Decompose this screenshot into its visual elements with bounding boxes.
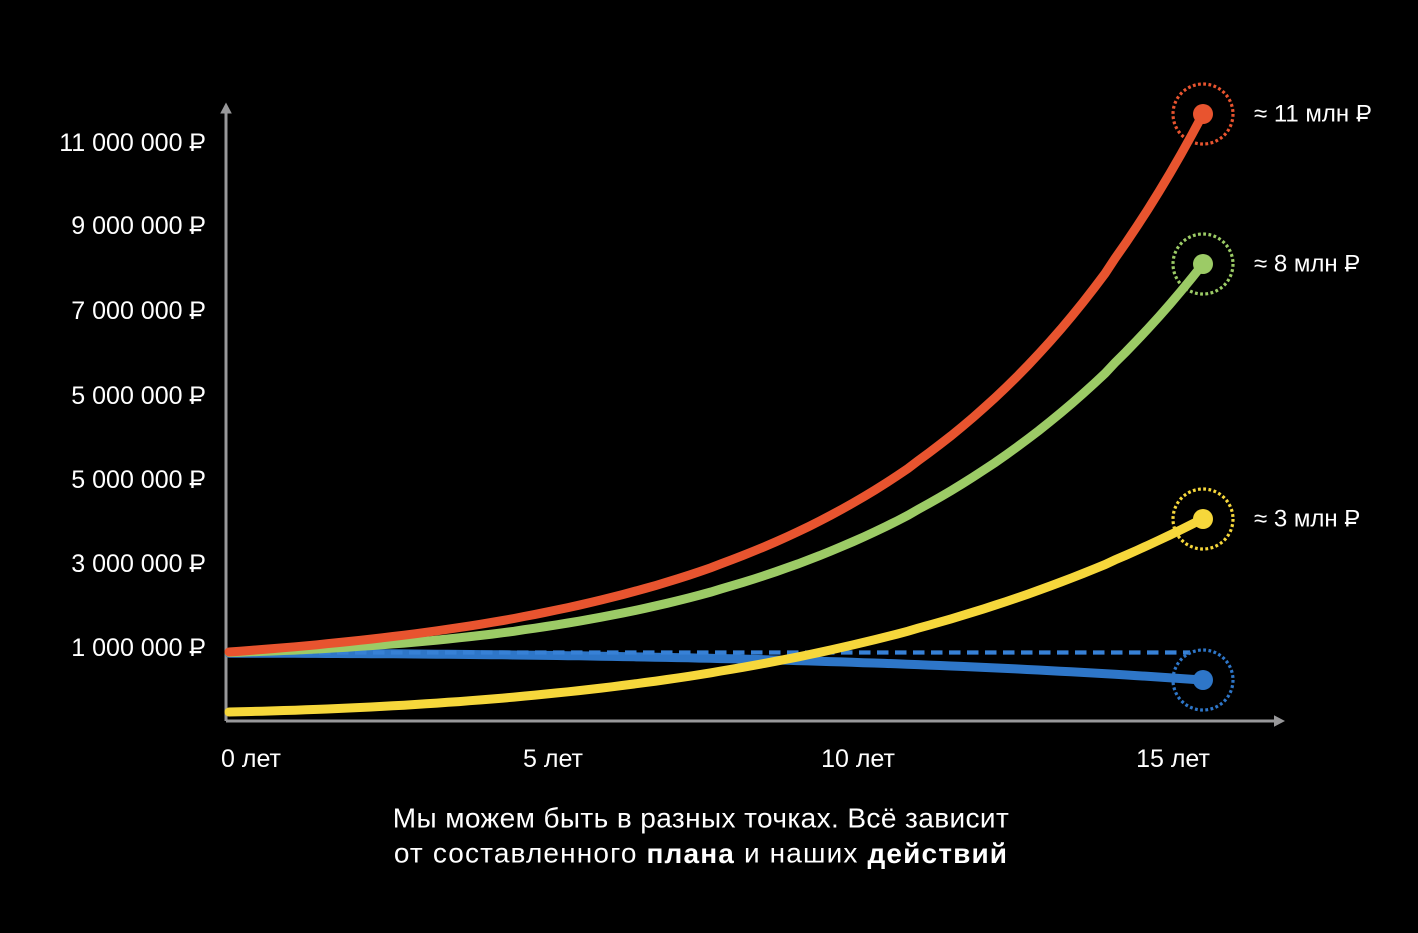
svg-text:Р: Р (189, 382, 206, 410)
svg-text:≈ 8 млн: ≈ 8 млн (1254, 251, 1338, 278)
svg-text:≈ 3 млн: ≈ 3 млн (1254, 506, 1338, 533)
svg-text:Р: Р (189, 550, 206, 578)
svg-text:Р: Р (1344, 506, 1360, 533)
svg-text:10 лет: 10 лет (821, 745, 895, 773)
svg-text:Мы можем быть в разных точках.: Мы можем быть в разных точках. Всё завис… (393, 803, 1009, 834)
svg-text:Р: Р (189, 634, 206, 662)
svg-text:5 000 000: 5 000 000 (71, 382, 182, 410)
svg-text:15 лет: 15 лет (1136, 745, 1210, 773)
svg-text:Р: Р (189, 129, 206, 157)
svg-text:Р: Р (1344, 251, 1360, 278)
svg-text:Р: Р (189, 297, 206, 325)
svg-text:от составленного плана и наших: от составленного плана и наших действий (394, 838, 1008, 869)
svg-text:3 000 000: 3 000 000 (71, 550, 182, 578)
svg-text:1 000 000: 1 000 000 (71, 634, 182, 662)
svg-text:5 лет: 5 лет (523, 745, 584, 773)
svg-text:9 000 000: 9 000 000 (71, 212, 182, 240)
svg-text:Р: Р (189, 466, 206, 494)
svg-text:5 000 000: 5 000 000 (71, 466, 182, 494)
svg-text:0 лет: 0 лет (221, 745, 282, 773)
svg-text:11 000 000: 11 000 000 (59, 129, 182, 157)
svg-text:Р: Р (189, 212, 206, 240)
svg-text:≈ 11 млн: ≈ 11 млн (1254, 101, 1349, 128)
svg-text:7 000 000: 7 000 000 (71, 297, 182, 325)
svg-text:Р: Р (1356, 101, 1372, 128)
